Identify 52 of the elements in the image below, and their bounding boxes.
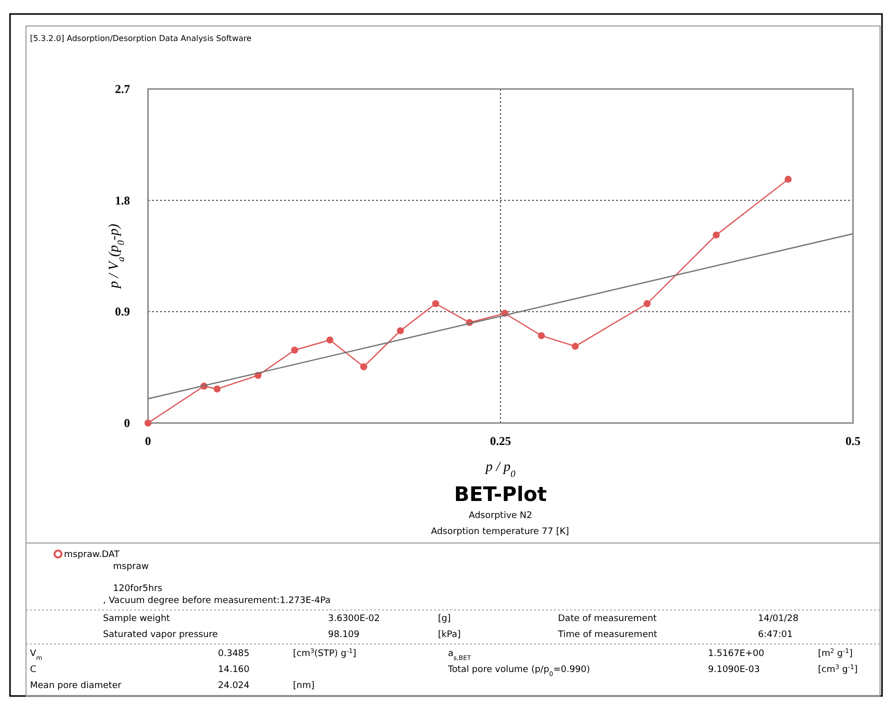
text: 14.160 [218,665,250,675]
text: Mean pore diameter [30,681,122,691]
x-tick-label: 0 [145,434,151,448]
text: 0.3485 [218,649,250,659]
legend-label: mspraw.DAT [64,550,120,560]
point [214,385,221,392]
text: Sample weight [103,614,170,624]
text: [nm] [293,681,314,691]
point [712,231,720,238]
point [644,300,651,308]
point [144,420,152,426]
point [538,332,545,340]
x-axis-title: p / p$_{0}$ [484,460,516,480]
y-tick-label: 2.7 [115,82,130,96]
text: 9.1090E-03 [708,665,760,675]
text: 6:47:01 [758,630,793,640]
y-tick-label: 0 [124,416,130,430]
text: Date of measurement [558,614,658,624]
text: Total pore volume (p/p$_{0}$=0.990) [447,665,590,678]
text: Saturated vapor pressure [103,630,218,640]
text: Time of measurement [557,630,658,640]
text: [5.3.2.0] Adsorption/Desorption Data Analysis Software [30,34,252,43]
point [396,327,404,334]
point [326,336,334,344]
text: 120for5hrs [113,584,163,594]
point [432,300,440,308]
text: 98.109 [328,630,360,640]
text: , Vacuum degree before measurement:1.273E-4Pa [103,596,331,606]
text: [m$^{2}$ g$^{-1}$] [818,648,853,659]
text: [g] [438,614,451,624]
text: Adsorption temperature 77 [K] [430,527,570,537]
text: a$_{s,BET}$ [448,649,472,662]
point [291,346,298,354]
text: BET-Plot [454,482,548,506]
text: 24.024 [218,681,250,691]
y-tick-label: 1.8 [115,193,130,208]
text: [cm$^{3}$(STP) g$^{-1}$] [293,648,356,659]
text: mspraw [113,562,149,572]
text: [kPa] [438,630,461,640]
x-tick-label: 0.25 [490,434,511,448]
point [360,363,368,370]
text: [cm$^{3}$ g$^{-1}$] [818,664,858,675]
point [572,342,579,350]
text: 14/01/28 [758,614,799,624]
text: C [30,665,36,675]
text: 3.6300E-02 [328,614,380,624]
point [784,176,792,183]
y-tick-label: 0.9 [115,304,130,319]
text: Adsorptive N2 [468,511,532,521]
x-tick-label: 0.5 [846,434,860,448]
text: 1.5167E+00 [708,649,764,659]
text: V$_{m}$ [30,649,42,662]
